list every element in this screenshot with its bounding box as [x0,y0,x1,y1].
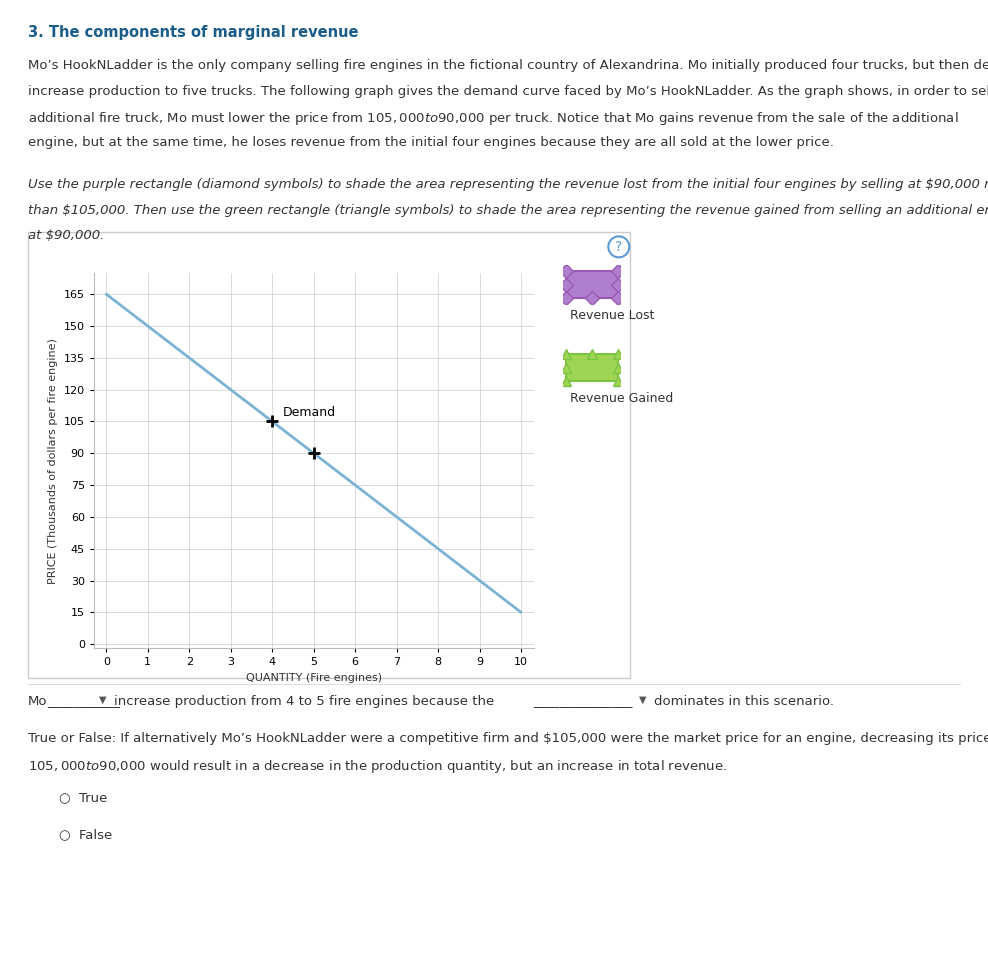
Text: engine, but at the same time, he loses revenue from the initial four engines bec: engine, but at the same time, he loses r… [28,136,834,148]
Text: _______________: _______________ [534,695,633,708]
Text: Demand: Demand [283,407,336,419]
Text: Mo’s HookNLadder is the only company selling fire engines in the fictional count: Mo’s HookNLadder is the only company sel… [28,59,988,72]
Text: ○  True: ○ True [59,791,108,803]
Text: True or False: If alternatively Mo’s HookNLadder were a competitive firm and $10: True or False: If alternatively Mo’s Hoo… [28,732,988,745]
Text: ▼: ▼ [99,695,107,705]
Text: at $90,000.: at $90,000. [28,229,104,242]
Bar [566,271,618,298]
Text: Use the purple rectangle (diamond symbols) to shade the area representing the re: Use the purple rectangle (diamond symbol… [28,178,988,191]
Text: ?: ? [616,240,622,254]
Text: $105,000 to $90,000 would result in a decrease in the production quantity, but a: $105,000 to $90,000 would result in a de… [28,758,727,774]
X-axis label: QUANTITY (Fire engines): QUANTITY (Fire engines) [246,673,381,682]
Text: increase production to five trucks. The following graph gives the demand curve f: increase production to five trucks. The … [28,85,988,98]
Text: increase production from 4 to 5 fire engines because the: increase production from 4 to 5 fire eng… [114,695,494,708]
Text: Mo: Mo [28,695,47,708]
Text: Revenue Lost: Revenue Lost [570,309,654,322]
Text: dominates in this scenario.: dominates in this scenario. [654,695,834,708]
Text: 3. The components of marginal revenue: 3. The components of marginal revenue [28,25,359,40]
Y-axis label: PRICE (Thousands of dollars per fire engine): PRICE (Thousands of dollars per fire eng… [48,337,58,584]
Text: ___________: ___________ [47,695,121,708]
Text: additional fire truck, Mo must lower the price from $105,000 to $90,000 per truc: additional fire truck, Mo must lower the… [28,110,958,127]
Text: ▼: ▼ [639,695,647,705]
Bar [566,354,618,381]
Text: ○  False: ○ False [59,828,113,840]
Text: Revenue Gained: Revenue Gained [570,392,674,405]
Text: than $105,000. Then use the green rectangle (triangle symbols) to shade the area: than $105,000. Then use the green rectan… [28,204,988,216]
